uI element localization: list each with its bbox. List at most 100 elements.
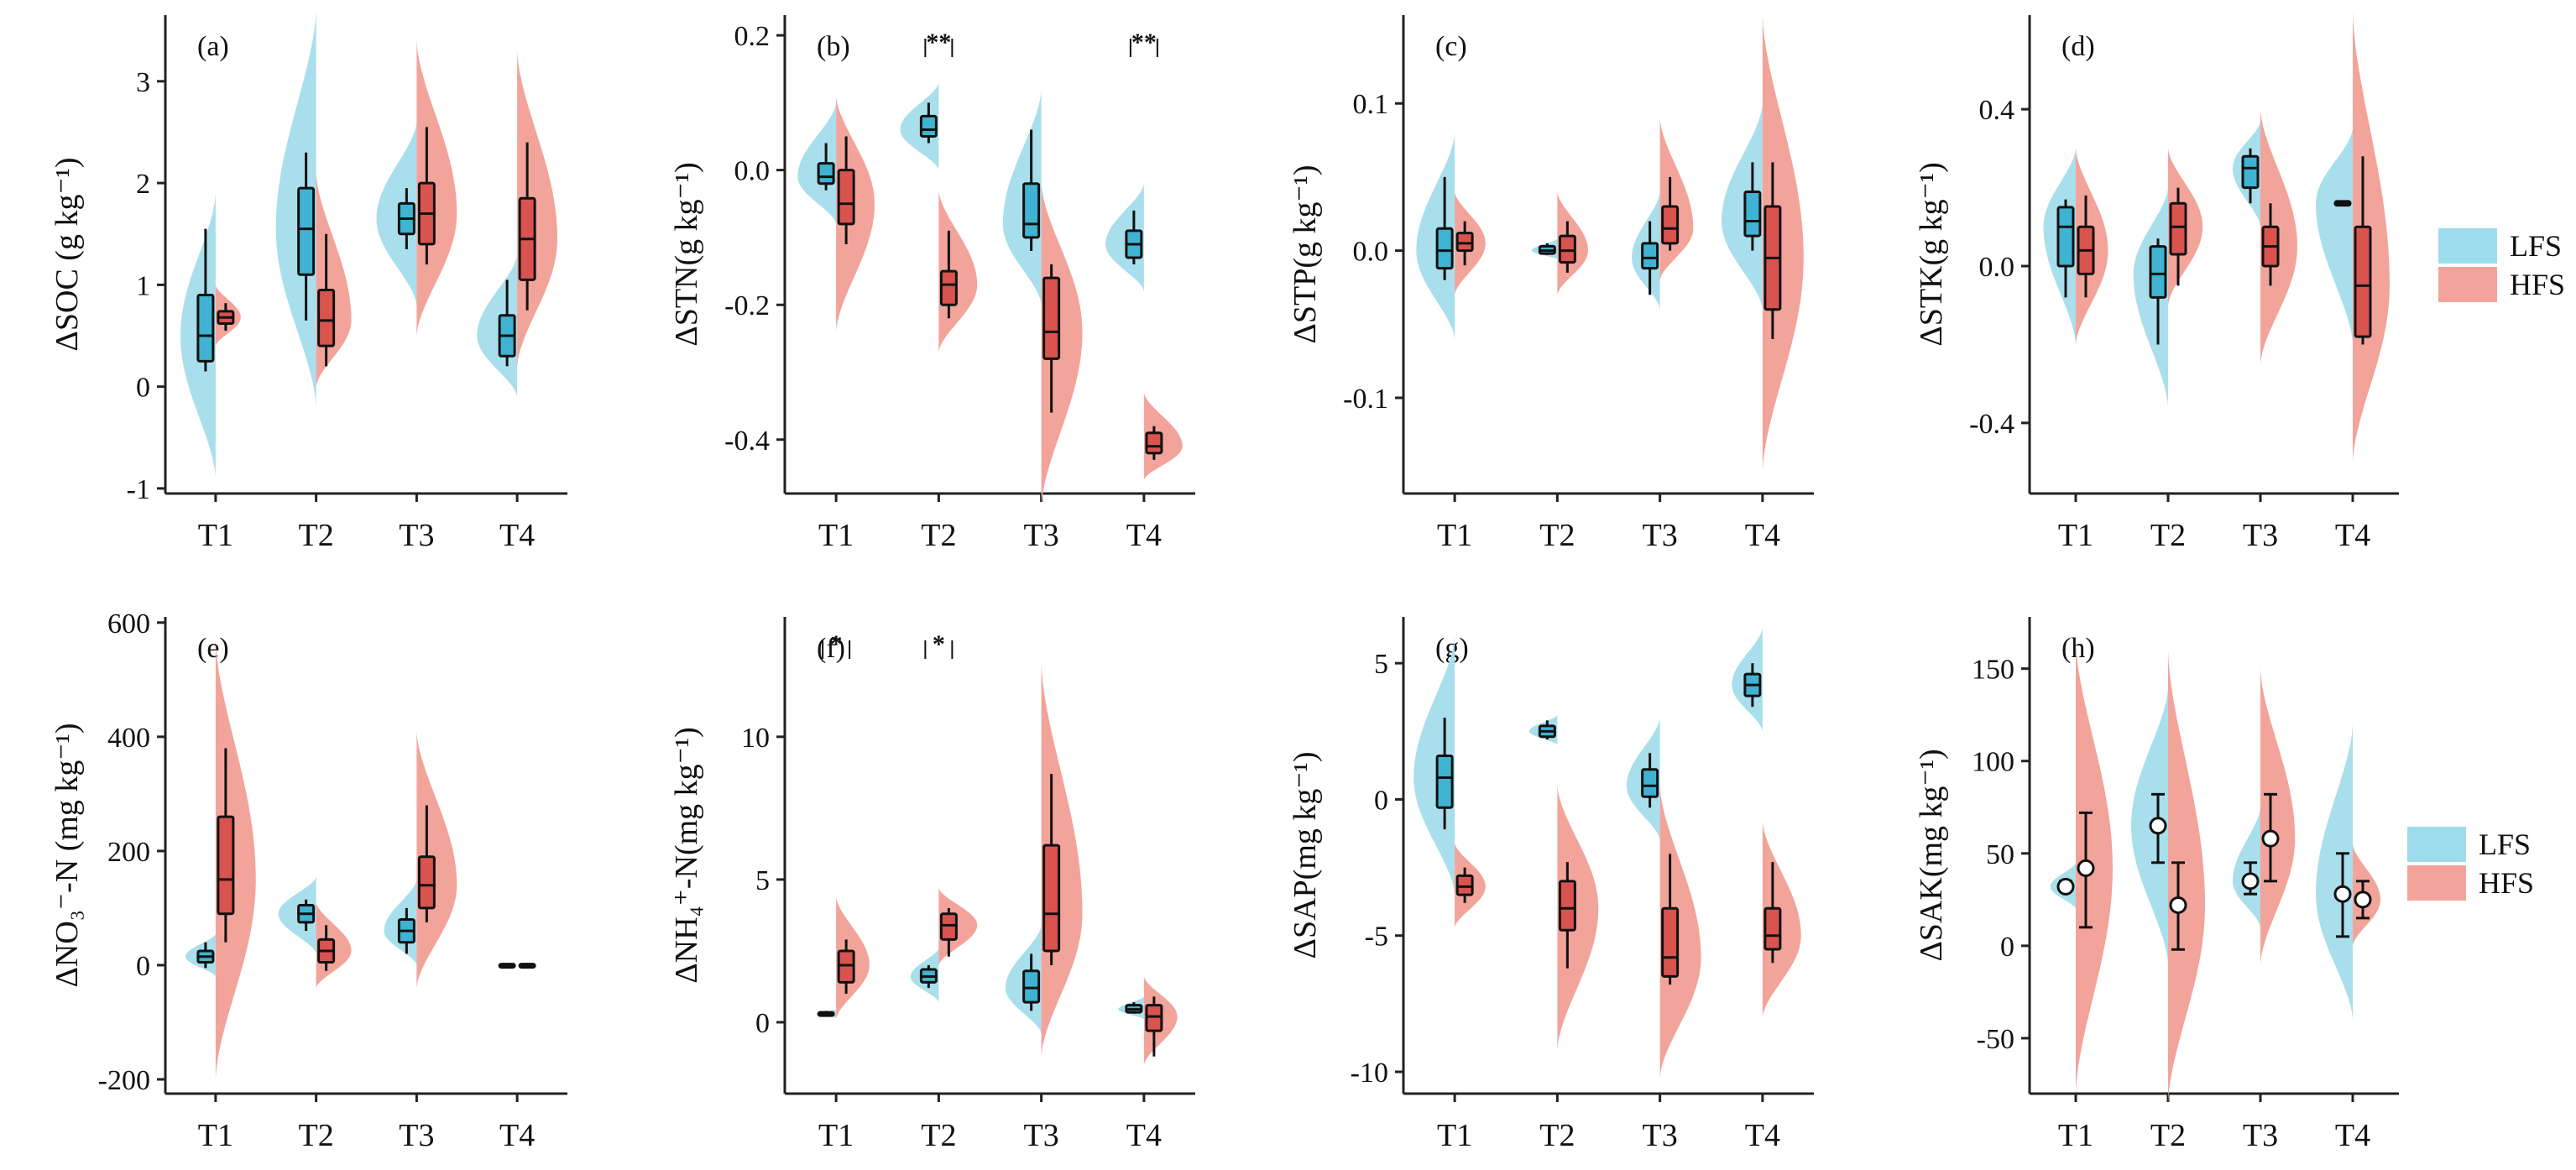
- box-hfs-t3: [1661, 906, 1680, 978]
- box-hfs-t4: [2354, 225, 2372, 338]
- box-lfs-t3: [2241, 154, 2260, 190]
- x-tick-label-t2: T2: [2150, 1118, 2186, 1153]
- y-axis-title: ΔNO₃⁻-N (mg kg⁻¹): [50, 723, 85, 987]
- x-tick-label-t1: T1: [1437, 518, 1472, 553]
- x-tick-label-t4: T4: [499, 1118, 535, 1153]
- legend-swatch-lfs-top: [2438, 228, 2497, 264]
- mean-point-lfs-t1: [2056, 877, 2075, 896]
- panel-tag: (d): [2061, 31, 2095, 62]
- y-tick-label: 0.0: [1353, 237, 1389, 268]
- box-lfs-t2: [297, 186, 316, 276]
- y-axis-title: ΔNH₄⁺-N(mg kg⁻¹): [669, 727, 704, 984]
- y-tick-label: 2: [136, 169, 150, 200]
- mean-point-hfs-t2: [2169, 896, 2187, 914]
- x-tick-label-t4: T4: [2335, 1118, 2370, 1153]
- legend-swatch-hfs-bottom: [2407, 865, 2466, 901]
- legend-label-lfs-top: LFS: [2510, 229, 2562, 263]
- legend-label-hfs-top: HFS: [2510, 268, 2565, 301]
- y-tick-label: 0.1: [1353, 89, 1389, 120]
- panel-b: -0.4 -0.2 0.0 0.2 ΔSTN(g kg⁻¹) T1 T2 T3 T4 (b) ** *…: [669, 15, 1195, 553]
- violin-lfs-t1: [1413, 635, 1455, 896]
- violin-hfs-t3: [1659, 118, 1694, 280]
- significance-mark: **: [1131, 29, 1157, 56]
- x-tick-label-t4: T4: [499, 518, 535, 553]
- y-tick-label: 0: [136, 951, 150, 982]
- y-tick-label: 0: [1374, 785, 1388, 816]
- significance-mark: *: [933, 630, 945, 658]
- box-lfs-t2: [919, 114, 938, 138]
- x-tick-label-t3: T3: [1643, 1118, 1678, 1153]
- y-tick-label: 600: [107, 609, 150, 640]
- y-tick-label: 0: [136, 373, 150, 404]
- y-tick-label: -200: [98, 1065, 150, 1096]
- panel-a: -1 0 1 2 3 ΔSOC (g kg⁻¹) T1 T2 T3 T4 (a): [50, 9, 567, 553]
- mean-point-hfs-t1: [2077, 859, 2095, 877]
- y-tick-label: 50: [1986, 839, 2014, 870]
- x-tick-label-t2: T2: [921, 518, 956, 553]
- significance-mark: *: [830, 630, 843, 658]
- y-tick-label: 3: [136, 67, 150, 98]
- mean-point-lfs-t3: [2241, 872, 2260, 891]
- box-hfs-t1: [1455, 874, 1474, 896]
- box-lfs-t3: [1022, 182, 1041, 239]
- y-tick-label: 10: [741, 723, 770, 754]
- box-lfs-t3: [1641, 768, 1659, 798]
- x-tick-label-t4: T4: [1745, 1118, 1780, 1153]
- y-tick-label: 150: [1972, 655, 2014, 686]
- box-hfs-t3: [417, 855, 436, 910]
- x-tick-label-t1: T1: [2058, 1118, 2093, 1153]
- legend-top: LFS HFS: [2438, 228, 2565, 302]
- box-lfs-t1: [196, 294, 215, 363]
- violin-lfs-t3: [2233, 807, 2260, 927]
- x-tick-label-t3: T3: [399, 518, 434, 553]
- box-hfs-t2: [939, 912, 958, 941]
- violin-hfs-t2: [2168, 650, 2205, 1104]
- box-hfs-t3: [1042, 844, 1061, 953]
- panel-tag: (f): [817, 633, 845, 664]
- y-tick-label: -0.4: [724, 426, 770, 457]
- x-tick-label-t4: T4: [1126, 1118, 1162, 1153]
- box-hfs-t1: [217, 815, 235, 916]
- box-lfs-t1: [1435, 227, 1454, 270]
- y-tick-label: 400: [107, 723, 150, 754]
- panel-tag: (a): [197, 31, 229, 62]
- x-tick-label-t3: T3: [2243, 1118, 2278, 1153]
- y-tick-label: -0.2: [724, 290, 770, 321]
- y-tick-label: 0: [2000, 932, 2014, 963]
- x-tick-label-t1: T1: [198, 1118, 233, 1153]
- legend-swatch-hfs-top: [2438, 267, 2497, 302]
- y-tick-label: -0.4: [1969, 409, 2014, 440]
- x-tick-label-t1: T1: [1437, 1118, 1472, 1153]
- box-lfs-t1: [1435, 755, 1454, 809]
- x-tick-label-t2: T2: [299, 518, 334, 553]
- panel-e: -200 0 200 400 600 ΔNO₃⁻-N (mg kg⁻¹) T1 T2 T3 T4 (…: [50, 609, 567, 1153]
- x-tick-label-t2: T2: [921, 1118, 956, 1153]
- legend-label-hfs-bottom: HFS: [2479, 866, 2534, 900]
- x-tick-label-t3: T3: [1024, 518, 1059, 553]
- box-hfs-t2: [939, 269, 958, 306]
- violin-lfs-t4: [2316, 128, 2353, 345]
- y-tick-label: 0.2: [734, 21, 771, 52]
- x-tick-label-t4: T4: [1745, 518, 1780, 553]
- x-tick-label-t3: T3: [1643, 518, 1678, 553]
- violin-lfs-t4: [1722, 103, 1763, 310]
- x-tick-label-t1: T1: [818, 518, 854, 553]
- panel-tag: (e): [197, 633, 229, 664]
- x-tick-label-t1: T1: [198, 518, 233, 553]
- panel-tag: (h): [2061, 633, 2095, 664]
- y-tick-label: 5: [1374, 649, 1388, 680]
- box-hfs-t3: [1661, 205, 1680, 245]
- mean-point-lfs-t2: [2149, 817, 2167, 835]
- x-tick-label-t3: T3: [399, 1118, 434, 1153]
- box-lfs-t3: [1641, 242, 1659, 270]
- x-tick-label-t2: T2: [299, 1118, 334, 1153]
- y-tick-label: 0.0: [734, 156, 771, 187]
- y-tick-label: 0.0: [1979, 252, 2015, 283]
- x-tick-label-t4: T4: [2335, 518, 2370, 553]
- panel-tag: (c): [1435, 31, 1467, 62]
- x-tick-label-t4: T4: [1126, 518, 1162, 553]
- mean-point-hfs-t3: [2261, 829, 2280, 848]
